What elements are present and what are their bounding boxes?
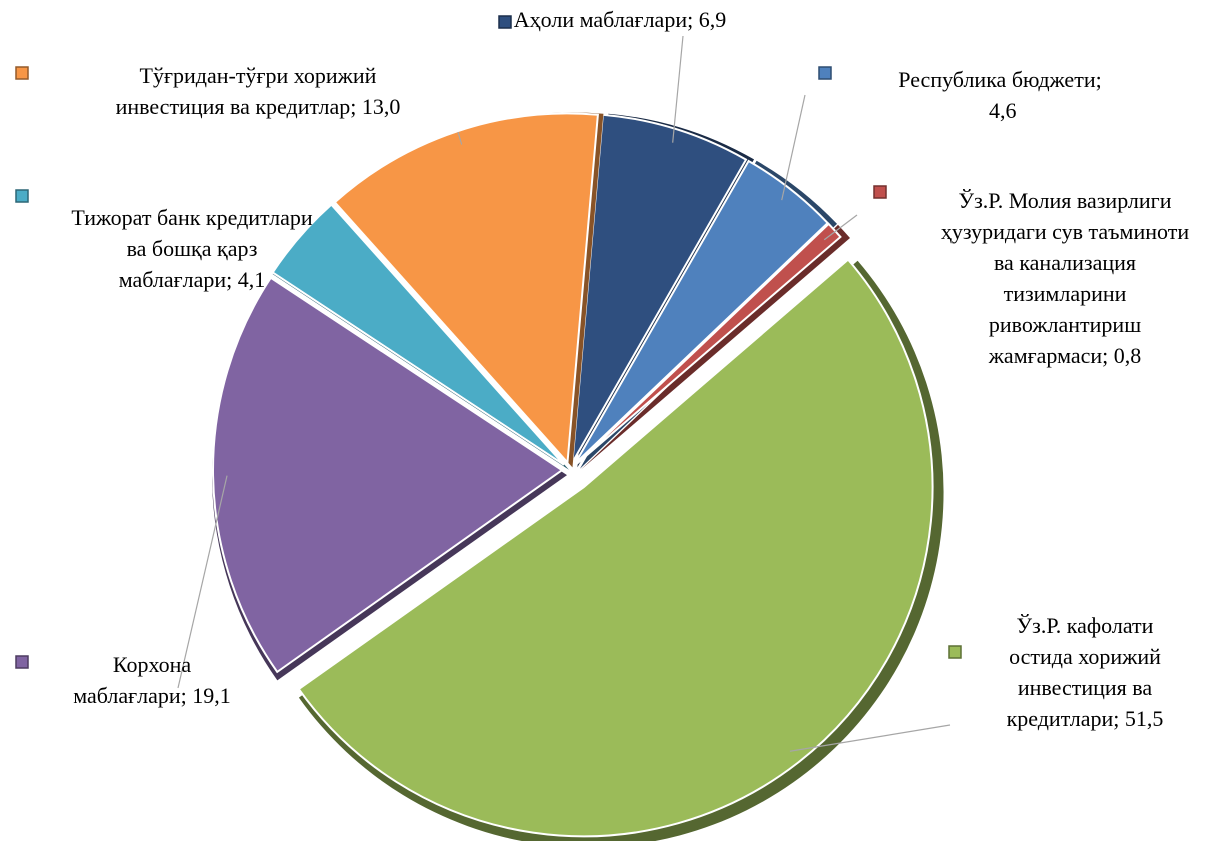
category-label: Тижорат банк кредитлари ва бошқа қарз ма… (71, 205, 318, 292)
legend-marker (15, 66, 29, 80)
slice (271, 203, 565, 466)
category-label: Аҳоли маблағлари; (514, 7, 693, 32)
legend-marker (15, 189, 29, 203)
value-label: 51,5 (1125, 706, 1164, 731)
slice (574, 159, 830, 465)
leader-line (177, 475, 228, 689)
leader-line (781, 94, 806, 201)
legend-marker (818, 66, 832, 80)
slice (571, 113, 748, 463)
legend-marker (948, 645, 962, 659)
slice (333, 112, 599, 465)
category-label: Ўз.Р. Молия вазирлиги ҳузуридаги сув таъ… (941, 188, 1195, 368)
legend-marker (498, 15, 512, 29)
legend-marker (15, 655, 29, 669)
leader-line (672, 35, 684, 143)
leader-line (457, 131, 463, 145)
value-label: 6,9 (699, 7, 727, 32)
value-label: 13,0 (362, 94, 401, 119)
leader-line (789, 724, 951, 752)
slice (575, 222, 842, 466)
category-label: Тўғридан-тўғри хорижий инвестиция ва кре… (116, 63, 382, 119)
legend-marker (873, 185, 887, 199)
category-label: Республика бюджети; (898, 67, 1101, 92)
category-label: Ўз.Р. кафолати остида хорижий инвестиция… (1007, 613, 1167, 731)
slice (212, 276, 564, 674)
value-label: 19,1 (192, 683, 231, 708)
category-label: Корхона маблағлари; (73, 652, 196, 708)
leader-line (823, 214, 858, 241)
value-label: 0,8 (1114, 343, 1142, 368)
value-label: 4,6 (989, 98, 1017, 123)
value-label: 4,1 (238, 267, 266, 292)
slice (297, 258, 934, 838)
